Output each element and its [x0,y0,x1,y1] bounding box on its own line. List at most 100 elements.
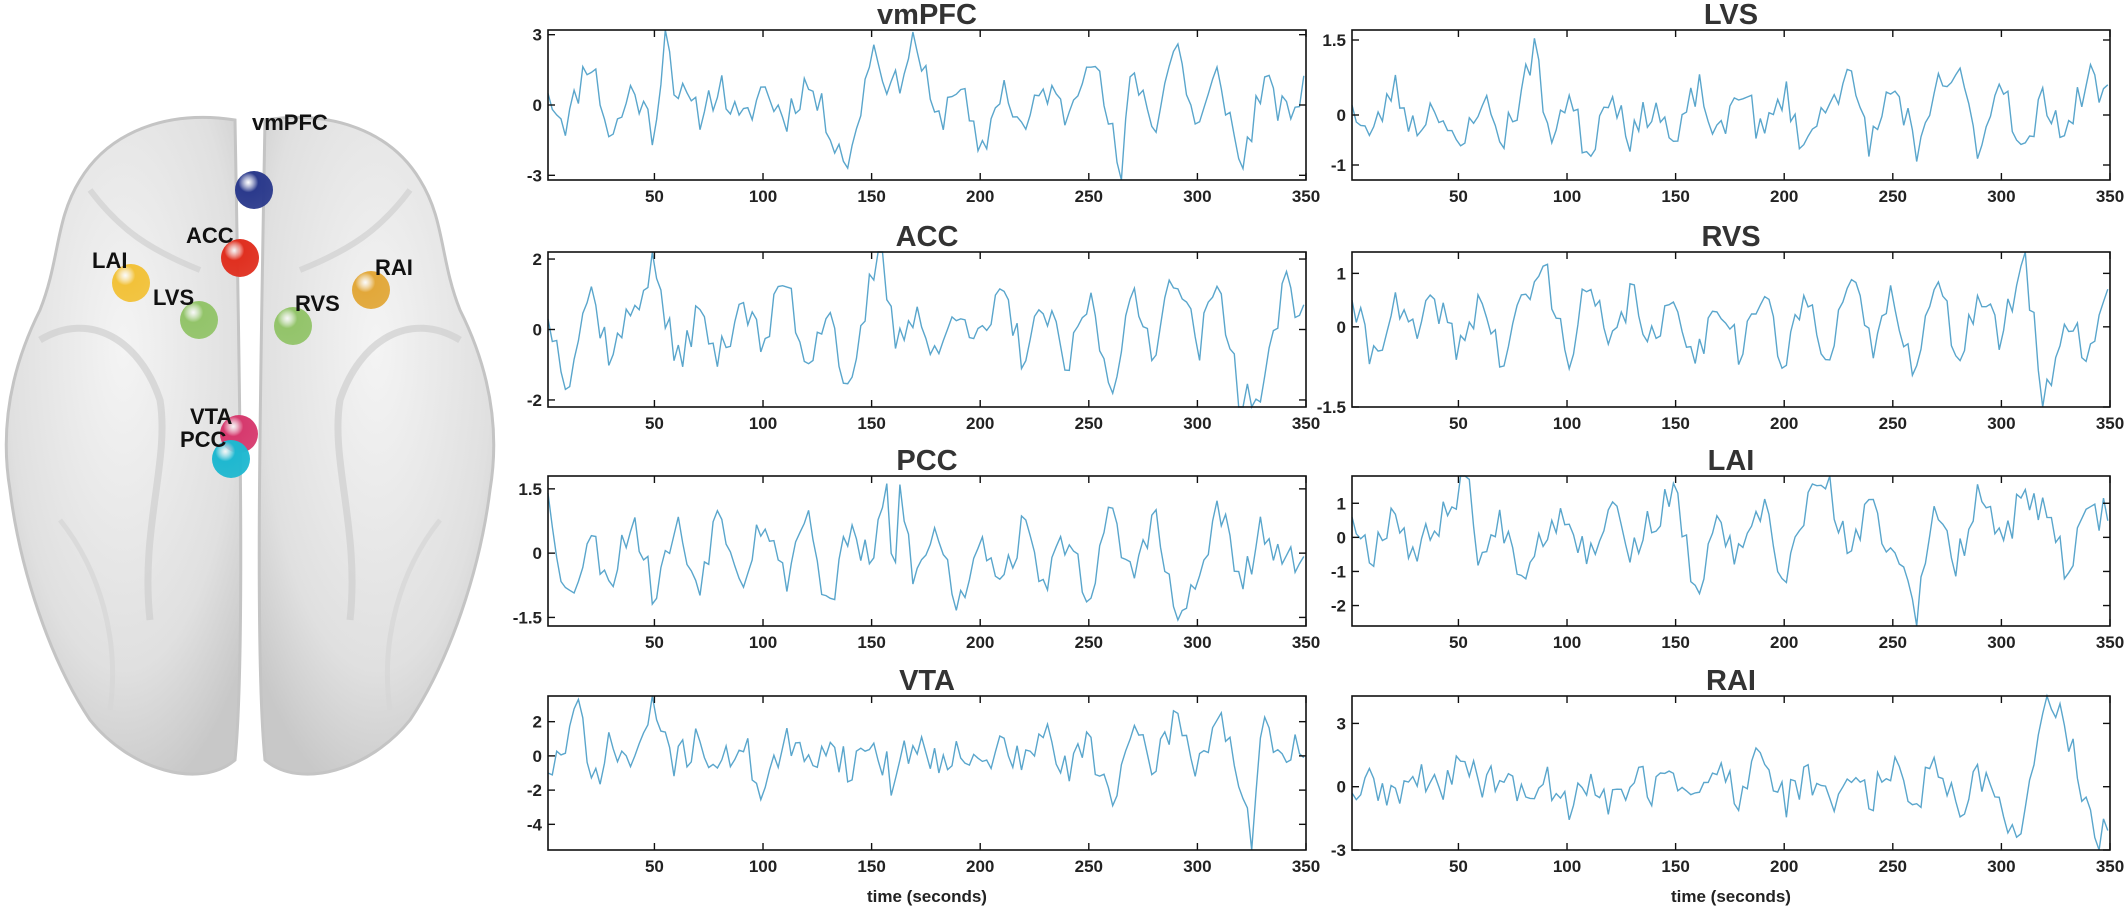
chart-svg-rai: RAI 3 0 -3 50 100 150 200 250 300 350 time (seconds… [1331,665,2124,906]
x-tick-label: 100 [749,414,777,433]
region-sphere-rvs [274,307,312,345]
x-tick-label: 200 [966,857,994,876]
series-line [547,483,1305,622]
chart-panel-lai: LAI 1 0 -1 -2 50 100 150 200 250 300 350 [1292,445,2124,686]
x-tick-label: 50 [645,633,664,652]
x-tick-label: 250 [1075,187,1103,206]
plot-frame [547,251,1307,408]
x-tick-label: 50 [1449,857,1468,876]
x-tick-label: 150 [857,857,885,876]
chart-svg-vmpfc: vmPFC 3 0 -3 50 100 150 200 250 300 350 [527,0,1320,206]
series-line [547,251,1305,410]
x-tick-label: 150 [857,633,885,652]
x-tick-label: 100 [1553,633,1581,652]
x-tick-label: 250 [1075,633,1103,652]
region-sphere-pcc [212,440,250,478]
x-tick-label: 150 [857,187,885,206]
x-tick-label: 100 [749,187,777,206]
region-label-vta: VTA [190,404,232,429]
y-tick-label: -2 [527,391,542,410]
y-tick-label: 2 [533,250,542,269]
x-tick-label: 300 [1183,414,1211,433]
x-tick-label: 200 [1770,187,1798,206]
y-tick-label: -3 [527,166,542,185]
y-tick-label: 0 [1337,778,1346,797]
y-tick-label: -2 [527,781,542,800]
x-tick-label: 250 [1879,187,1907,206]
y-tick-label: 0 [533,747,542,766]
chart-title: vmPFC [877,0,977,31]
region-label-lai: LAI [92,248,127,273]
x-tick-label: 100 [1553,857,1581,876]
plot-frame [547,29,1307,181]
region-label-acc: ACC [186,223,234,248]
y-tick-label: 1.5 [1322,31,1346,50]
plot-frame [1351,29,2111,181]
y-tick-label: 0 [1337,318,1346,337]
x-tick-label: 250 [1075,857,1103,876]
y-tick-label: 1 [1337,264,1346,283]
brain-left-hemisphere [4,116,243,776]
x-tick-label: 200 [1770,414,1798,433]
y-tick-label: 3 [1337,714,1346,733]
chart-title: LVS [1704,0,1758,31]
x-tick-label: 350 [2096,633,2124,652]
y-tick-label: 0 [1337,528,1346,547]
x-tick-label: 50 [1449,414,1468,433]
chart-panel-lvs: LVS 1.5 0 -1 50 100 150 200 250 300 350 [1292,0,2124,240]
x-tick-label: 100 [749,857,777,876]
x-tick-label: 350 [1292,187,1320,206]
series-line [547,695,1305,851]
chart-panel-vmpfc: vmPFC 3 0 -3 50 100 150 200 250 300 350 [488,0,1320,240]
x-tick-label: 300 [1987,187,2015,206]
x-tick-label: 300 [1987,633,2015,652]
x-tick-label: 200 [966,633,994,652]
x-tick-label: 350 [1292,414,1320,433]
x-tick-label: 300 [1987,857,2015,876]
x-tick-label: 100 [1553,414,1581,433]
plot-frame [1351,251,2111,408]
x-tick-label: 50 [1449,633,1468,652]
series-line [1351,38,2109,162]
x-tick-label: 150 [1661,857,1689,876]
plot-frame [547,695,1307,851]
region-label-rvs: RVS [295,291,340,316]
chart-title: RAI [1706,665,1756,697]
x-tick-label: 100 [1553,187,1581,206]
x-tick-label: 250 [1879,633,1907,652]
x-tick-label: 150 [1661,414,1689,433]
x-tick-label: 200 [1770,633,1798,652]
chart-title: VTA [899,665,955,697]
x-tick-label: 200 [966,187,994,206]
plot-frame [1351,695,2111,851]
x-axis-label: time (seconds) [867,887,987,906]
region-label-lvs: LVS [153,285,194,310]
x-tick-label: 50 [1449,187,1468,206]
series-line [547,29,1305,181]
y-tick-label: 3 [533,26,542,45]
series-line [1351,251,2109,408]
chart-svg-pcc: PCC 1.5 0 -1.5 50 100 150 200 250 300 350 [513,445,1320,652]
region-sphere-rai [352,271,390,309]
brain-right-hemisphere [257,116,496,776]
region-sphere-acc [221,239,259,277]
y-tick-label: -3 [1331,841,1346,860]
x-tick-label: 150 [1661,633,1689,652]
x-tick-label: 50 [645,414,664,433]
y-tick-label: 0 [533,544,542,563]
y-tick-label: -1 [1331,562,1346,581]
plot-frame [1351,475,2111,627]
x-tick-label: 350 [1292,633,1320,652]
x-tick-label: 300 [1183,187,1211,206]
y-tick-label: 1.5 [518,480,542,499]
x-tick-label: 350 [2096,187,2124,206]
chart-title: PCC [896,445,957,477]
x-tick-label: 350 [1292,857,1320,876]
chart-title: RVS [1701,221,1760,253]
region-sphere-lvs [180,301,218,339]
chart-panel-rai: RAI 3 0 -3 50 100 150 200 250 300 350 time (seconds… [1292,665,2124,910]
series-line [1351,693,2109,851]
x-tick-label: 250 [1879,414,1907,433]
x-tick-label: 50 [645,187,664,206]
